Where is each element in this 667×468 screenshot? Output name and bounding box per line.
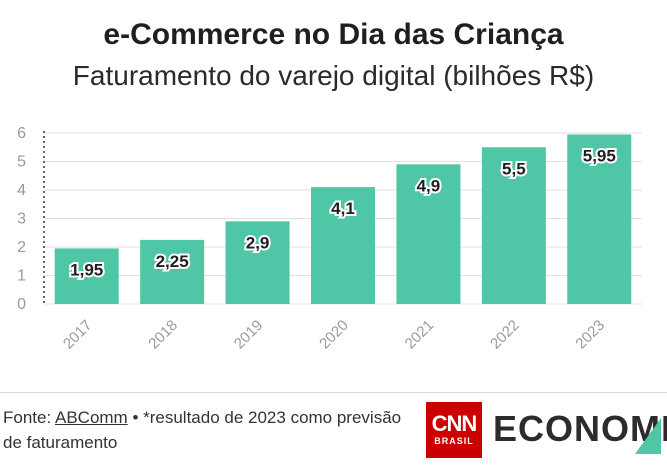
bar [396, 164, 461, 304]
chart-title: e-Commerce no Dia das Criança [103, 18, 564, 51]
y-tick-label: 4 [17, 182, 26, 199]
x-tick-label: 2022 [487, 317, 523, 353]
data-label: 2,9 [246, 233, 270, 252]
y-tick-label: 2 [17, 239, 26, 256]
footer-divider [0, 392, 667, 393]
bar-chart: 0 1 2 3 4 5 6 1,95 2017 2,25 2018 2,9 2019 4,1 2020 4,9… [17, 125, 642, 353]
y-tick-label: 5 [17, 154, 26, 171]
source-footnote: • *resultado de 2023 como previsão de fa… [3, 408, 402, 452]
y-tick-label: 0 [17, 296, 26, 313]
x-tick-label: 2020 [316, 317, 352, 353]
source-note: Fonte: ABComm • *resultado de 2023 como … [3, 405, 418, 455]
x-tick-label: 2017 [60, 317, 96, 353]
data-label: 4,1 [331, 199, 355, 218]
x-tick-label: 2023 [572, 317, 608, 353]
economia-brand: ECONOMIA [493, 408, 667, 449]
data-label: 1,95 [70, 260, 103, 279]
cnn-brasil-logo: CNN BRASIL [426, 402, 482, 458]
chart-subtitle: Faturamento do varejo digital (bilhões R… [72, 60, 595, 91]
y-tick-label: 1 [17, 268, 26, 285]
data-label: 2,25 [156, 252, 189, 271]
y-tick-label: 6 [17, 125, 26, 142]
x-tick-label: 2019 [231, 317, 267, 353]
bar [311, 187, 375, 304]
data-label: 5,5 [502, 159, 526, 178]
data-label: 5,95 [583, 146, 616, 165]
bar [567, 134, 632, 304]
cnn-logo-subtext: BRASIL [434, 436, 474, 446]
bar [481, 147, 546, 304]
y-tick-label: 3 [17, 211, 26, 228]
bar [140, 239, 205, 304]
economia-accent-mark [635, 418, 661, 454]
cnn-logo-text: CNN [431, 411, 478, 436]
source-link[interactable]: ABComm [54, 408, 128, 427]
source-prefix: Fonte: [3, 408, 55, 427]
bar [54, 248, 119, 304]
bar [225, 221, 290, 304]
x-tick-label: 2018 [145, 317, 181, 353]
data-label: 4,9 [417, 176, 441, 195]
x-tick-label: 2021 [402, 317, 438, 353]
